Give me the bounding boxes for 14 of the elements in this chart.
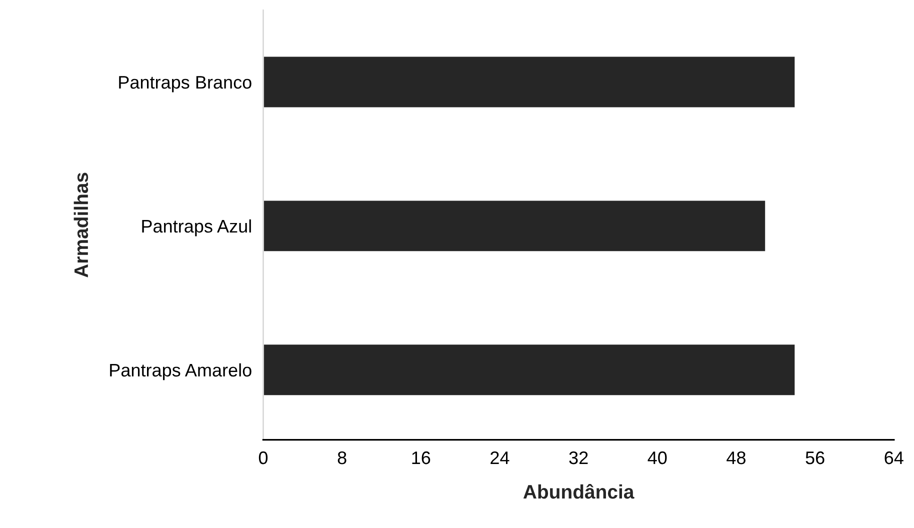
y-tick-label: Pantraps Amarelo xyxy=(110,363,252,380)
x-tick-label: 40 xyxy=(648,451,667,464)
x-tick-label: 32 xyxy=(569,451,588,464)
x-tick-label: 16 xyxy=(412,451,430,464)
y-tick-label: Pantraps Azul xyxy=(142,219,251,236)
x-tick-label: 0 xyxy=(258,451,268,464)
x-axis-title: Abundância xyxy=(523,484,634,499)
x-tick-label: 24 xyxy=(490,451,510,464)
x-tick-label: 48 xyxy=(726,451,746,464)
x-tick-label: 64 xyxy=(884,451,904,464)
y-tick-label: Pantraps Branco xyxy=(119,76,252,92)
y-axis-title: Armadilhas xyxy=(74,172,88,278)
x-tick-label: 8 xyxy=(338,451,346,464)
x-tick-label: 56 xyxy=(806,451,824,464)
